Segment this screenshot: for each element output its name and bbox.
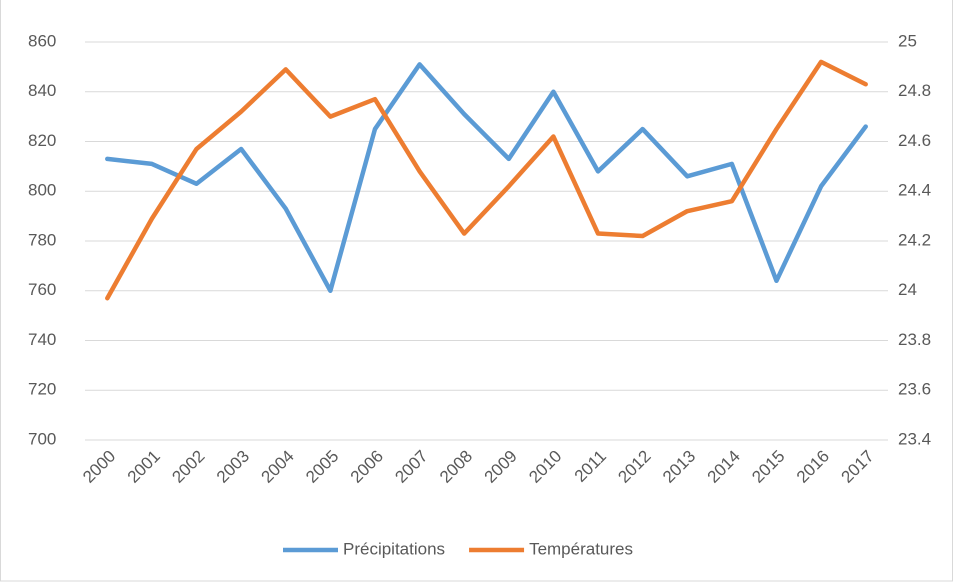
y-tick-label: 700 (28, 429, 56, 448)
legend-label: Précipitations (343, 539, 445, 558)
y-tick-label: 840 (28, 81, 56, 100)
y-tick-label: 860 (28, 31, 56, 50)
y2-tick-label: 24.4 (898, 181, 931, 200)
y-tick-label: 820 (28, 131, 56, 150)
y2-tick-label: 24.2 (898, 230, 931, 249)
legend-label: Températures (529, 539, 633, 558)
y2-tick-label: 24 (898, 280, 917, 299)
y2-tick-label: 24.8 (898, 81, 931, 100)
y2-tick-label: 24.6 (898, 131, 931, 150)
y-tick-label: 780 (28, 230, 56, 249)
line-series (105, 59, 868, 301)
y2-tick-label: 25 (898, 31, 917, 50)
y-tick-label: 760 (28, 280, 56, 299)
y2-tick-label: 23.6 (898, 380, 931, 399)
y2-tick-label: 23.8 (898, 330, 931, 349)
y-tick-label: 720 (28, 380, 56, 399)
line-series (105, 62, 868, 293)
y-tick-label: 800 (28, 181, 56, 200)
y2-tick-label: 23.4 (898, 429, 931, 448)
y-tick-label: 740 (28, 330, 56, 349)
